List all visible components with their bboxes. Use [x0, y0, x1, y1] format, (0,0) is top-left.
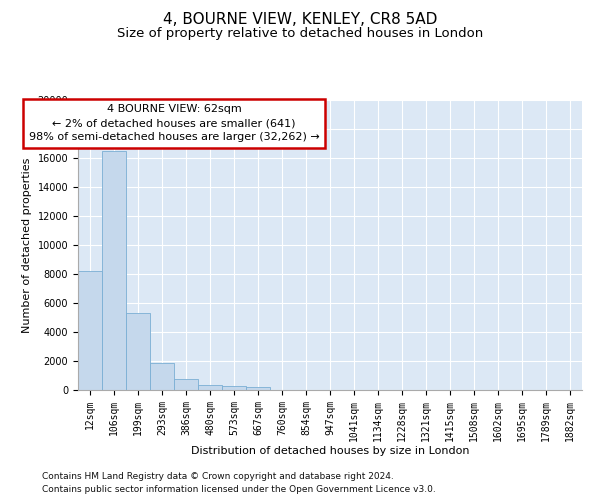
Text: 4 BOURNE VIEW: 62sqm
← 2% of detached houses are smaller (641)
98% of semi-detac: 4 BOURNE VIEW: 62sqm ← 2% of detached ho…	[29, 104, 319, 142]
X-axis label: Distribution of detached houses by size in London: Distribution of detached houses by size …	[191, 446, 469, 456]
Bar	[174, 379, 198, 390]
Bar	[222, 386, 246, 390]
Text: Contains public sector information licensed under the Open Government Licence v3: Contains public sector information licen…	[42, 485, 436, 494]
Y-axis label: Number of detached properties: Number of detached properties	[22, 158, 32, 332]
Bar	[78, 271, 102, 390]
Bar	[102, 151, 126, 390]
Bar	[246, 386, 270, 390]
Text: 4, BOURNE VIEW, KENLEY, CR8 5AD: 4, BOURNE VIEW, KENLEY, CR8 5AD	[163, 12, 437, 28]
Text: Size of property relative to detached houses in London: Size of property relative to detached ho…	[117, 28, 483, 40]
Bar	[198, 385, 222, 390]
Bar	[126, 313, 150, 390]
Bar	[150, 363, 174, 390]
Text: Contains HM Land Registry data © Crown copyright and database right 2024.: Contains HM Land Registry data © Crown c…	[42, 472, 394, 481]
